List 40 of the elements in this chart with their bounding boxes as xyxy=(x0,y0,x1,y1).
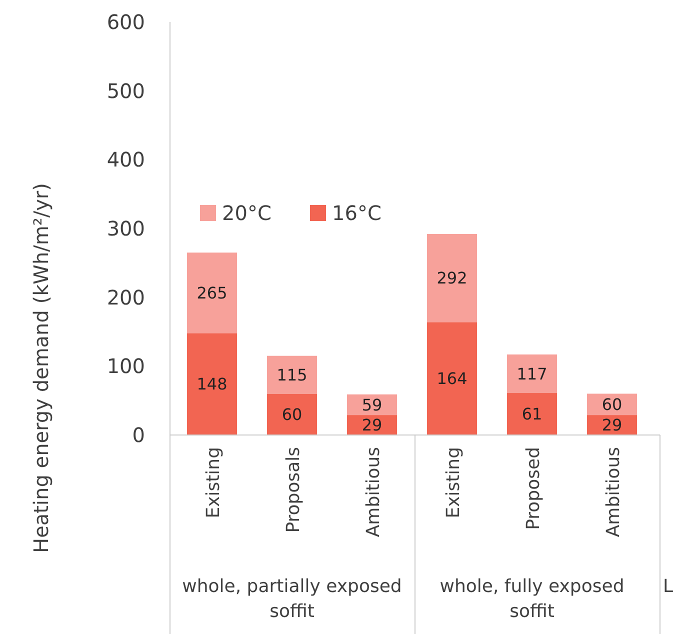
x-tick-label: Existing xyxy=(443,447,464,518)
legend-label: 20°C xyxy=(222,201,272,225)
bar xyxy=(267,356,317,394)
x-tick-label: Ambitious xyxy=(603,447,624,538)
x-tick-label: Proposals xyxy=(283,447,304,533)
total-label: 59 xyxy=(362,395,382,414)
data-label: 148 xyxy=(196,374,228,394)
bar xyxy=(427,234,477,322)
total-label: 60 xyxy=(602,394,622,414)
total-label: 117 xyxy=(516,364,548,384)
y-tick-label: 0 xyxy=(132,423,145,447)
total-label: 115 xyxy=(276,365,308,384)
x-tick-label: Ambitious xyxy=(363,447,384,538)
y-axis-title: Heating energy demand (kWh/m²/yr) xyxy=(29,183,53,553)
text: whole, fully exposed soffit xyxy=(440,576,624,622)
legend-label: 16°C xyxy=(332,201,382,225)
x-tick-label: Proposed xyxy=(523,447,544,530)
total-label: 292 xyxy=(436,268,468,288)
bar xyxy=(187,333,237,435)
data-label: 61 xyxy=(522,404,542,424)
data-label: 29 xyxy=(602,416,622,435)
bar xyxy=(267,394,317,435)
data-label: 29 xyxy=(362,416,382,435)
text: L xyxy=(663,576,674,597)
bar xyxy=(427,322,477,435)
y-tick-label: 200 xyxy=(106,285,145,310)
y-tick-label: 400 xyxy=(106,148,145,172)
y-tick-label: 300 xyxy=(106,216,145,240)
data-label: 60 xyxy=(282,404,302,424)
bar xyxy=(507,354,557,394)
text: whole, partially exposed soffit xyxy=(182,576,402,622)
x-tick-label: Existing xyxy=(203,447,224,518)
y-tick-label: 500 xyxy=(106,78,145,103)
bar xyxy=(587,394,637,416)
y-tick-label: 100 xyxy=(106,354,145,378)
total-label: 265 xyxy=(196,283,228,302)
bar xyxy=(507,393,557,435)
bar xyxy=(187,252,237,334)
y-tick-label: 600 xyxy=(106,10,145,34)
data-label: 164 xyxy=(436,369,468,388)
